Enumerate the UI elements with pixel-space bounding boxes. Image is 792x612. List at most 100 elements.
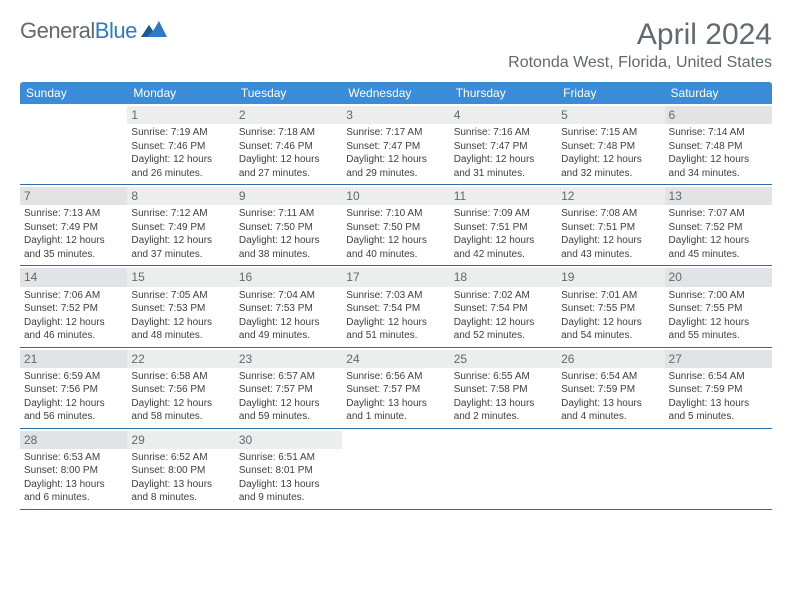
week-row: 14Sunrise: 7:06 AMSunset: 7:52 PMDayligh… (20, 266, 772, 347)
page-header: GeneralBlue April 2024 Rotonda West, Flo… (20, 18, 772, 72)
day-info: Sunrise: 6:54 AMSunset: 7:59 PMDaylight:… (561, 370, 660, 424)
day-cell: 17Sunrise: 7:03 AMSunset: 7:54 PMDayligh… (342, 266, 449, 346)
sunset-text: Sunset: 7:46 PM (131, 140, 230, 154)
day-info: Sunrise: 6:52 AMSunset: 8:00 PMDaylight:… (131, 451, 230, 505)
day-cell: 14Sunrise: 7:06 AMSunset: 7:52 PMDayligh… (20, 266, 127, 346)
day-number: 24 (342, 350, 449, 368)
sunrise-text: Sunrise: 7:05 AM (131, 289, 230, 303)
day-info: Sunrise: 7:18 AMSunset: 7:46 PMDaylight:… (239, 126, 338, 180)
day-info: Sunrise: 6:55 AMSunset: 7:58 PMDaylight:… (454, 370, 553, 424)
sunrise-text: Sunrise: 7:16 AM (454, 126, 553, 140)
day-cell: 30Sunrise: 6:51 AMSunset: 8:01 PMDayligh… (235, 429, 342, 509)
sunrise-text: Sunrise: 6:56 AM (346, 370, 445, 384)
weekday-header-row: SundayMondayTuesdayWednesdayThursdayFrid… (20, 82, 772, 104)
day-cell: 16Sunrise: 7:04 AMSunset: 7:53 PMDayligh… (235, 266, 342, 346)
daylight-text: Daylight: 12 hours and 32 minutes. (561, 153, 660, 180)
daylight-text: Daylight: 12 hours and 45 minutes. (669, 234, 768, 261)
day-cell: 29 Sunrise: 6:52 AMSunset: 8:00 PMDayligh… (127, 429, 234, 509)
day-info: Sunrise: 7:01 AMSunset: 7:55 PMDaylight:… (561, 289, 660, 343)
day-number: 13 (665, 187, 772, 205)
sunrise-text: Sunrise: 7:19 AM (131, 126, 230, 140)
daylight-text: Daylight: 12 hours and 29 minutes. (346, 153, 445, 180)
day-info: Sunrise: 7:15 AMSunset: 7:48 PMDaylight:… (561, 126, 660, 180)
daylight-text: Daylight: 13 hours and 2 minutes. (454, 397, 553, 424)
weekday-header: Monday (127, 82, 234, 104)
day-info: Sunrise: 7:13 AMSunset: 7:49 PMDaylight:… (24, 207, 123, 261)
daylight-text: Daylight: 12 hours and 56 minutes. (24, 397, 123, 424)
day-number: 15 (127, 268, 234, 286)
day-info: Sunrise: 6:57 AMSunset: 7:57 PMDaylight:… (239, 370, 338, 424)
day-info: Sunrise: 7:05 AMSunset: 7:53 PMDaylight:… (131, 289, 230, 343)
day-info: Sunrise: 7:03 AMSunset: 7:54 PMDaylight:… (346, 289, 445, 343)
daylight-text: Daylight: 13 hours and 6 minutes. (24, 478, 123, 505)
day-number: 19 (557, 268, 664, 286)
title-block: April 2024 Rotonda West, Florida, United… (508, 18, 772, 72)
day-cell: 28Sunrise: 6:53 AMSunset: 8:00 PMDayligh… (20, 429, 127, 509)
day-cell: 11Sunrise: 7:09 AMSunset: 7:51 PMDayligh… (450, 185, 557, 265)
day-cell: 15 Sunrise: 7:05 AMSunset: 7:53 PMDayligh… (127, 266, 234, 346)
sunrise-text: Sunrise: 7:18 AM (239, 126, 338, 140)
day-info: Sunrise: 6:53 AMSunset: 8:00 PMDaylight:… (24, 451, 123, 505)
weekday-header: Tuesday (235, 82, 342, 104)
day-number: 3 (342, 106, 449, 124)
day-cell (557, 429, 664, 509)
day-info: Sunrise: 7:11 AMSunset: 7:50 PMDaylight:… (239, 207, 338, 261)
day-cell: 12Sunrise: 7:08 AMSunset: 7:51 PMDayligh… (557, 185, 664, 265)
sunset-text: Sunset: 7:51 PM (561, 221, 660, 235)
day-info: Sunrise: 7:07 AMSunset: 7:52 PMDaylight:… (669, 207, 768, 261)
day-cell: 5 Sunrise: 7:15 AMSunset: 7:48 PMDaylight… (557, 104, 664, 184)
day-info: Sunrise: 7:04 AMSunset: 7:53 PMDaylight:… (239, 289, 338, 343)
day-number: 6 (665, 106, 772, 124)
sunrise-text: Sunrise: 7:11 AM (239, 207, 338, 221)
day-number: 8 (127, 187, 234, 205)
sunrise-text: Sunrise: 6:53 AM (24, 451, 123, 465)
sunrise-text: Sunrise: 7:09 AM (454, 207, 553, 221)
day-cell: 21Sunrise: 6:59 AMSunset: 7:56 PMDayligh… (20, 348, 127, 428)
sunrise-text: Sunrise: 7:10 AM (346, 207, 445, 221)
sunset-text: Sunset: 7:55 PM (561, 302, 660, 316)
sunrise-text: Sunrise: 7:12 AM (131, 207, 230, 221)
sunset-text: Sunset: 7:55 PM (669, 302, 768, 316)
sunset-text: Sunset: 7:46 PM (239, 140, 338, 154)
day-number: 9 (235, 187, 342, 205)
day-info: Sunrise: 6:56 AMSunset: 7:57 PMDaylight:… (346, 370, 445, 424)
week-row: 21Sunrise: 6:59 AMSunset: 7:56 PMDayligh… (20, 348, 772, 429)
day-number: 11 (450, 187, 557, 205)
logo-word1: General (20, 18, 95, 43)
sunset-text: Sunset: 7:52 PM (669, 221, 768, 235)
day-number: 30 (235, 431, 342, 449)
daylight-text: Daylight: 13 hours and 9 minutes. (239, 478, 338, 505)
day-cell: 2 Sunrise: 7:18 AMSunset: 7:46 PMDaylight… (235, 104, 342, 184)
daylight-text: Daylight: 12 hours and 37 minutes. (131, 234, 230, 261)
logo-text: GeneralBlue (20, 18, 137, 44)
day-cell: 10Sunrise: 7:10 AMSunset: 7:50 PMDayligh… (342, 185, 449, 265)
weeks-container: 1Sunrise: 7:19 AMSunset: 7:46 PMDaylight… (20, 104, 772, 510)
logo: GeneralBlue (20, 18, 167, 44)
day-info: Sunrise: 7:14 AMSunset: 7:48 PMDaylight:… (669, 126, 768, 180)
month-title: April 2024 (508, 18, 772, 52)
sunset-text: Sunset: 7:56 PM (24, 383, 123, 397)
day-cell (665, 429, 772, 509)
daylight-text: Daylight: 12 hours and 46 minutes. (24, 316, 123, 343)
day-info: Sunrise: 7:12 AMSunset: 7:49 PMDaylight:… (131, 207, 230, 261)
daylight-text: Daylight: 12 hours and 52 minutes. (454, 316, 553, 343)
day-info: Sunrise: 7:10 AMSunset: 7:50 PMDaylight:… (346, 207, 445, 261)
sunset-text: Sunset: 8:00 PM (24, 464, 123, 478)
day-cell: 18Sunrise: 7:02 AMSunset: 7:54 PMDayligh… (450, 266, 557, 346)
sunrise-text: Sunrise: 6:55 AM (454, 370, 553, 384)
day-number: 26 (557, 350, 664, 368)
day-number: 5 (557, 106, 664, 124)
day-number: 29 (127, 431, 234, 449)
sunset-text: Sunset: 7:57 PM (239, 383, 338, 397)
calendar-grid: SundayMondayTuesdayWednesdayThursdayFrid… (20, 82, 772, 510)
day-cell: 25Sunrise: 6:55 AMSunset: 7:58 PMDayligh… (450, 348, 557, 428)
day-number: 2 (235, 106, 342, 124)
day-cell: 9 Sunrise: 7:11 AMSunset: 7:50 PMDaylight… (235, 185, 342, 265)
day-number: 18 (450, 268, 557, 286)
sunrise-text: Sunrise: 7:14 AM (669, 126, 768, 140)
day-cell: 7Sunrise: 7:13 AMSunset: 7:49 PMDaylight… (20, 185, 127, 265)
day-cell: 6 Sunrise: 7:14 AMSunset: 7:48 PMDaylight… (665, 104, 772, 184)
sunset-text: Sunset: 7:53 PM (239, 302, 338, 316)
sunrise-text: Sunrise: 6:59 AM (24, 370, 123, 384)
sunset-text: Sunset: 7:48 PM (669, 140, 768, 154)
